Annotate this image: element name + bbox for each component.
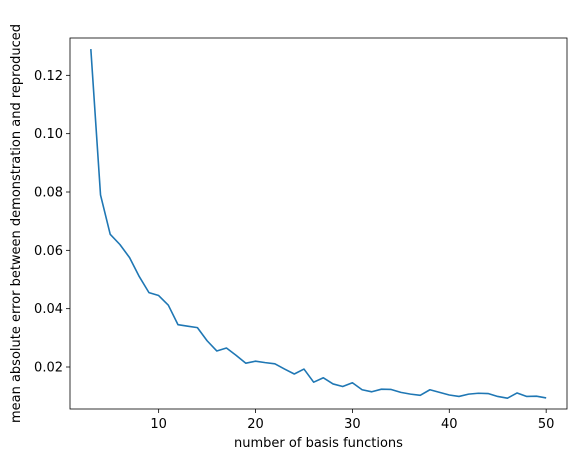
y-tick-label: 0.08 [34,186,63,201]
x-tick-label: 10 [150,417,167,432]
x-axis-label: number of basis functions [234,436,403,451]
y-tick-label: 0.12 [34,69,63,84]
x-tick-label: 30 [344,417,361,432]
x-tick-label: 40 [441,417,458,432]
y-tick-label: 0.02 [34,361,63,376]
y-tick-label: 0.06 [34,244,63,259]
series-line [90,49,547,400]
y-tick-label: 0.10 [34,127,63,142]
x-axis-ticks: 10 20 30 40 50 [150,409,554,432]
y-axis-label: mean absolute error between demonstratio… [9,24,24,423]
x-tick-label: 50 [538,417,555,432]
plot-frame [69,37,568,410]
y-axis-ticks: 0.02 0.04 0.06 0.08 0.10 0.12 [34,69,70,376]
series-layer [90,49,547,400]
x-tick-label: 20 [247,417,264,432]
y-tick-label: 0.04 [34,302,63,317]
